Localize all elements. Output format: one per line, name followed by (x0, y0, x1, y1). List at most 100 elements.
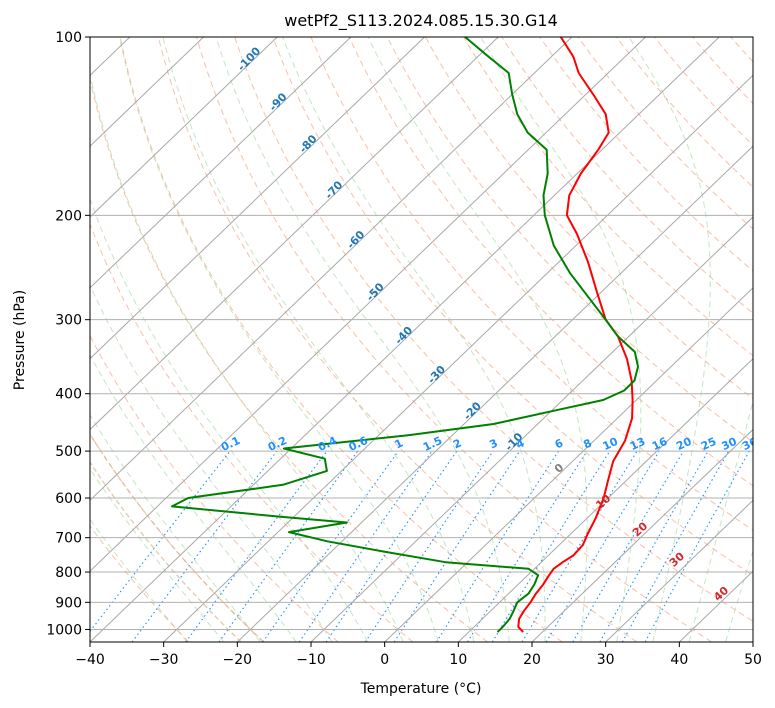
mixing-ratio-label: 8 (581, 436, 593, 451)
moist-adiabat-line (282, 37, 546, 642)
moist-adiabat-line (215, 37, 510, 642)
dry-adiabat-line (577, 37, 753, 230)
moist-adiabat-line (628, 37, 711, 642)
moist-adiabat-line (119, 37, 439, 642)
x-tick-label: 10 (449, 652, 467, 668)
y-tick-label: 700 (55, 531, 82, 547)
mixing-ratio-line (298, 450, 433, 642)
moist-adiabat-line (90, 353, 297, 642)
moist-adiabat-line (90, 518, 188, 642)
isotherm-line (163, 74, 753, 642)
moist-adiabat-line (90, 413, 261, 642)
x-axis-label: Temperature (°C) (360, 681, 482, 697)
moist-adiabat-lines (90, 37, 753, 642)
chart-title: wetPf2_S113.2024.085.15.30.G14 (284, 11, 558, 31)
mixing-ratio-label: 36 (740, 435, 760, 453)
x-tick-label: 0 (380, 652, 389, 668)
dry-adiabat-line (90, 525, 190, 642)
dry-adiabat-line (90, 222, 414, 642)
y-tick-label: 1000 (46, 622, 82, 638)
dry-adiabat-label: -100 (235, 44, 264, 73)
isotherm-line (90, 37, 204, 147)
x-tick-label: −40 (75, 652, 105, 668)
sounding-series (171, 37, 639, 633)
y-tick-label: 900 (55, 595, 82, 611)
isotherm-grid-lines (90, 37, 753, 642)
x-tick-label: 20 (523, 652, 541, 668)
isotherm-line (90, 37, 573, 502)
moist-adiabat-line (480, 37, 642, 642)
isotherm-line (90, 37, 646, 572)
isotherm-line (90, 37, 425, 360)
moist-adiabat-line (725, 549, 753, 642)
moist-adiabat-line (90, 468, 225, 642)
dry-adiabat-line (348, 37, 753, 487)
mixing-ratio-line (393, 450, 521, 642)
mixing-ratio-lines (90, 450, 750, 642)
reference-curve (90, 461, 242, 642)
y-tick-label: 600 (55, 491, 82, 507)
mixing-ratio-label: 1 (393, 436, 405, 451)
y-tick-label: 100 (55, 30, 82, 46)
zero-isotherm-curves (90, 432, 264, 642)
dry-adiabat-line (196, 37, 712, 642)
mixing-ratio-label: 13 (628, 435, 647, 453)
mixing-ratio-label: 30 (720, 435, 740, 453)
dry-adiabat-label: -20 (461, 399, 484, 423)
moist-adiabat-line (90, 284, 333, 642)
moist-adiabat-line (688, 399, 753, 642)
isotherm-line (752, 641, 753, 642)
dry-adiabat-label: -30 (425, 363, 448, 387)
y-tick-label: 300 (55, 313, 82, 329)
mixing-ratio-line (599, 450, 709, 642)
mixing-ratio-label: 3 (487, 436, 499, 451)
x-tick-label: −20 (223, 652, 253, 668)
mixing-ratio-line (491, 450, 611, 642)
mixing-ratio-line (467, 450, 588, 642)
mixing-ratio-line (325, 450, 458, 642)
plot-area: -100-90-80-70-60-50-40-30-20-100.1 0.2 0.4… (90, 37, 775, 642)
mixing-ratio-line (185, 450, 328, 642)
x-axis: −40 −30 −20 −10 0 10 20 30 40 50 (75, 642, 762, 668)
moist-adiabat-line (367, 37, 588, 642)
mixing-ratio-label: 2 (451, 436, 463, 451)
y-tick-label: 800 (55, 565, 82, 581)
dry-adiabat-line (692, 37, 753, 105)
dry-adiabat-label: -60 (344, 228, 367, 252)
reference-curve (90, 432, 264, 642)
dry-adiabat-line (539, 37, 753, 272)
dry-adiabat-label: -80 (297, 132, 320, 156)
isotherm-line (90, 37, 499, 431)
dewpoint-profile-line (171, 37, 639, 633)
mixing-ratio-line (435, 450, 559, 642)
y-tick-label: 400 (55, 387, 82, 403)
y-axis: 100 200 300 400 500 600 700 800 900 1000 (46, 30, 90, 638)
dry-adiabat-line (769, 37, 775, 642)
y-tick-label: 200 (55, 208, 82, 224)
dry-adiabat-line (234, 37, 753, 622)
x-tick-label: 30 (597, 652, 615, 668)
mixing-ratio-label: 25 (699, 435, 718, 453)
isotherm-line (531, 428, 753, 642)
mixing-ratio-line (218, 450, 359, 642)
isotherm-line (384, 287, 753, 642)
x-tick-label: −30 (149, 652, 179, 668)
dry-adiabat-label: -40 (392, 324, 415, 348)
mixing-ratio-label: 16 (650, 435, 670, 453)
moist-adiabat-label: 40 (711, 584, 731, 604)
mixing-ratio-label: 6 (553, 436, 566, 451)
dry-adiabat-line (615, 37, 753, 188)
isotherm-line (236, 145, 753, 642)
mixing-ratio-line (521, 450, 638, 642)
moist-adiabat-label: 0 (552, 461, 567, 476)
dry-adiabat-line (119, 37, 563, 642)
mixing-ratio-label: 10 (601, 435, 621, 453)
y-tick-label: 500 (55, 444, 82, 460)
dry-adiabat-line (90, 76, 488, 642)
moist-adiabat-line (90, 71, 404, 642)
mixing-ratio-line (572, 450, 684, 642)
isobar-grid-lines (90, 214, 753, 630)
isotherm-line (90, 37, 278, 218)
moist-adiabat-line (90, 197, 369, 642)
